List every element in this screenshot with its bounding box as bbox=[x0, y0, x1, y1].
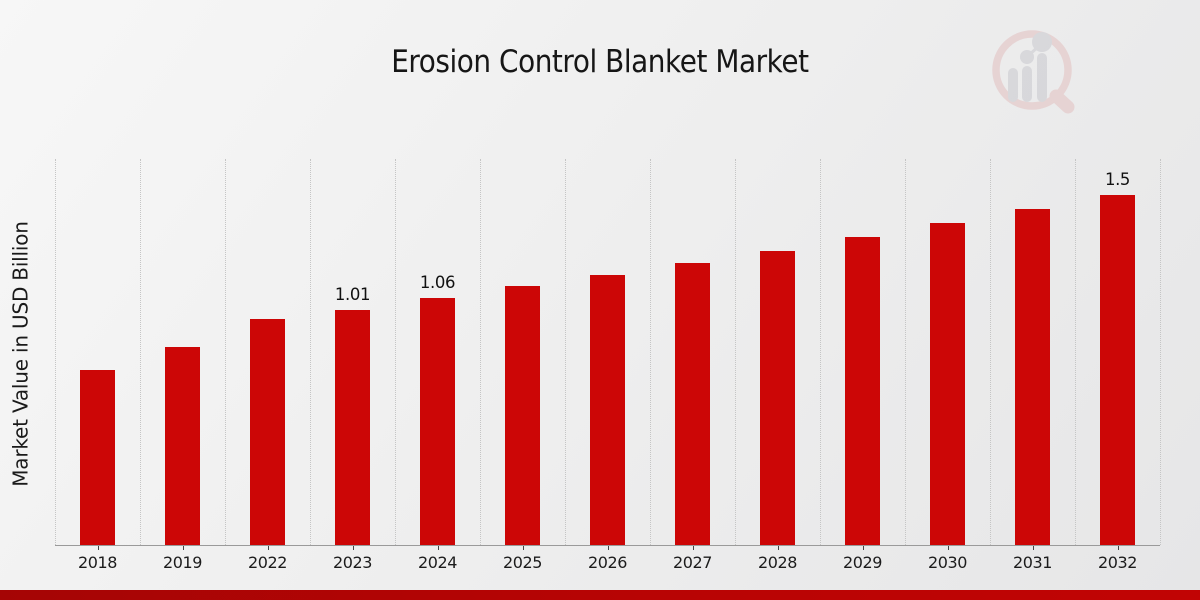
x-tick-label-2029: 2029 bbox=[842, 553, 883, 572]
footer-accent-band bbox=[0, 590, 1200, 600]
x-tick-label-2024: 2024 bbox=[417, 553, 458, 572]
x-tick-label-2028: 2028 bbox=[757, 553, 798, 572]
gridline bbox=[820, 159, 821, 545]
magnifier-ring-icon bbox=[992, 30, 1072, 110]
gridline bbox=[650, 159, 651, 545]
x-axis-tick bbox=[267, 545, 269, 550]
x-tick-label-2032: 2032 bbox=[1097, 553, 1138, 572]
bar-2022 bbox=[250, 319, 285, 545]
gridline bbox=[990, 159, 991, 545]
logo-dot-small-icon bbox=[1020, 50, 1034, 64]
x-tick-label-2025: 2025 bbox=[502, 553, 543, 572]
bar-2025 bbox=[505, 286, 540, 545]
bar-2018 bbox=[80, 370, 115, 545]
x-tick-label-2031: 2031 bbox=[1012, 553, 1053, 572]
x-axis-tick bbox=[182, 545, 184, 550]
x-tick-label-2023: 2023 bbox=[332, 553, 373, 572]
x-tick-label-2022: 2022 bbox=[247, 553, 288, 572]
gridline bbox=[225, 159, 226, 545]
x-axis-tick bbox=[947, 545, 949, 550]
bar-2030 bbox=[930, 223, 965, 545]
bar-2026 bbox=[590, 275, 625, 545]
x-tick-label-2026: 2026 bbox=[587, 553, 628, 572]
x-axis-tick bbox=[352, 545, 354, 550]
x-tick-label-2027: 2027 bbox=[672, 553, 713, 572]
x-axis-tick bbox=[522, 545, 524, 550]
chart-title: Erosion Control Blanket Market bbox=[391, 44, 809, 80]
value-label-2032: 1.5 bbox=[1104, 170, 1131, 189]
bar-2029 bbox=[845, 237, 880, 545]
x-tick-label-2019: 2019 bbox=[162, 553, 203, 572]
gridline bbox=[395, 159, 396, 545]
bar-2019 bbox=[165, 347, 200, 545]
x-axis-tick bbox=[692, 545, 694, 550]
gridline bbox=[1160, 159, 1161, 545]
bar-2031 bbox=[1015, 209, 1050, 545]
x-axis-tick bbox=[1117, 545, 1119, 550]
gridline bbox=[140, 159, 141, 545]
gridline bbox=[480, 159, 481, 545]
logo-bar-medium-icon bbox=[1022, 66, 1032, 102]
x-tick-label-2030: 2030 bbox=[927, 553, 968, 572]
x-axis-tick bbox=[607, 545, 609, 550]
market-research-future-logo-watermark bbox=[992, 30, 1075, 114]
value-label-2024: 1.06 bbox=[419, 273, 456, 292]
gridline bbox=[735, 159, 736, 545]
magnifier-handle-icon bbox=[1049, 89, 1075, 114]
x-axis-tick bbox=[97, 545, 99, 550]
bar-2028 bbox=[760, 251, 795, 545]
logo-bar-short-icon bbox=[1008, 68, 1018, 102]
x-tick-label-2018: 2018 bbox=[77, 553, 118, 572]
value-label-2023: 1.01 bbox=[334, 285, 371, 304]
gridline bbox=[565, 159, 566, 545]
gridline bbox=[905, 159, 906, 545]
logo-dot-large-icon bbox=[1032, 32, 1052, 52]
x-axis-line bbox=[55, 545, 1160, 546]
logo-bar-tall-icon bbox=[1037, 53, 1047, 102]
gridline bbox=[55, 159, 56, 545]
x-axis-tick bbox=[777, 545, 779, 550]
gridline bbox=[1075, 159, 1076, 545]
x-axis-tick bbox=[1032, 545, 1034, 550]
bar-2023 bbox=[335, 310, 370, 545]
x-axis-tick bbox=[437, 545, 439, 550]
bar-2032 bbox=[1100, 195, 1135, 545]
gridline bbox=[310, 159, 311, 545]
bar-2024 bbox=[420, 298, 455, 545]
x-axis-tick bbox=[862, 545, 864, 550]
bar-2027 bbox=[675, 263, 710, 545]
